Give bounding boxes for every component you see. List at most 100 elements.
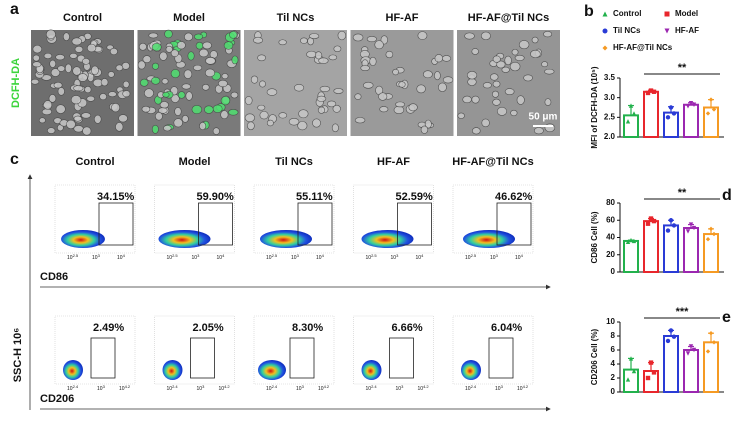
cell [151,62,159,70]
bar [683,103,699,138]
cell [491,90,499,98]
cell [115,122,124,132]
gate-percentage: 34.15% [97,191,135,203]
cell [441,55,452,62]
data-point [711,107,717,112]
cell [220,95,231,106]
cell [48,94,57,103]
tick-base: 10 [490,255,496,261]
tick-base: 10 [465,386,471,392]
tick-exponent: 4 [222,253,225,258]
data-point [691,347,697,353]
cell [293,84,305,92]
bar [623,239,639,273]
density-blob [361,230,414,248]
cell [422,70,433,79]
cell [333,88,344,94]
gate [297,202,333,246]
gate-percentage: 8.30% [292,322,323,334]
cell [140,78,149,87]
cell [492,55,501,63]
tick-exponent: 3 [401,384,404,389]
data-point [705,111,711,116]
axis-marker-label: CD86 [40,271,68,283]
legend-marker [602,11,608,17]
column-label: Control [75,156,114,168]
flow-plot [154,315,235,385]
cell [217,79,228,88]
tick-exponent: 2.4 [471,384,477,389]
gate-percentage: 55.11% [296,191,333,203]
axis-tick-label: 104 [217,253,226,261]
tick-exponent: 4.2 [224,384,230,389]
cell [480,31,491,41]
cell [159,51,168,61]
cell [509,61,521,72]
cell [354,93,362,100]
cell [247,121,255,131]
cell [352,33,364,42]
gate-percentage: 2.49% [93,322,124,334]
cell [516,95,525,105]
legend-label: HF-AF [675,26,699,35]
tick-exponent: 2.5 [272,253,278,258]
legend-label: Control [613,9,641,18]
flow-plot [253,315,335,385]
tick-base: 10 [167,255,173,261]
cell [369,56,377,66]
axis-tick-label: 103 [495,384,504,392]
y-tick-label: 0 [611,387,616,396]
cell [43,52,53,59]
column-label: Til NCs [277,12,315,24]
flow-plot [54,315,136,385]
cell [173,118,183,128]
axis-tick-label: 102.5 [366,253,378,261]
tick-exponent: 4 [521,253,524,258]
data-point [671,334,677,339]
cell [472,127,481,135]
tick-exponent: 3 [103,384,106,389]
tick-base: 10 [416,255,422,261]
cell [199,121,207,131]
cell [41,108,52,116]
cell [231,55,239,65]
cell [462,95,472,104]
tick-base: 10 [192,255,198,261]
cell [183,69,193,79]
data-point [631,368,637,374]
cell [195,41,204,50]
cell [151,76,161,85]
tick-exponent: 4.2 [324,384,330,389]
cell [541,61,549,68]
cell [164,29,173,39]
cell [86,43,97,53]
cell [204,68,216,78]
panel-label: c [10,151,19,168]
data-point [668,105,674,110]
cell [143,88,154,98]
cell [544,98,552,106]
axis-tick-label: 102.5 [67,253,79,261]
column-label: Model [173,12,205,24]
cell [57,65,66,72]
density-blob [63,360,83,380]
cell [393,105,405,114]
cell [174,107,182,116]
data-point [668,328,674,333]
cell [481,118,490,128]
data-point [651,89,657,94]
column-label: Model [179,156,211,168]
cell [244,96,253,105]
cell [151,124,159,134]
gate [496,202,532,246]
tick-base: 10 [197,386,203,392]
cell [309,33,320,39]
tick-base: 10 [219,386,225,392]
y-tick-label: 80 [606,198,615,207]
cell [49,59,57,68]
cell [99,93,107,101]
tick-base: 10 [296,386,302,392]
tick-base: 10 [366,255,372,261]
cell [259,80,266,88]
